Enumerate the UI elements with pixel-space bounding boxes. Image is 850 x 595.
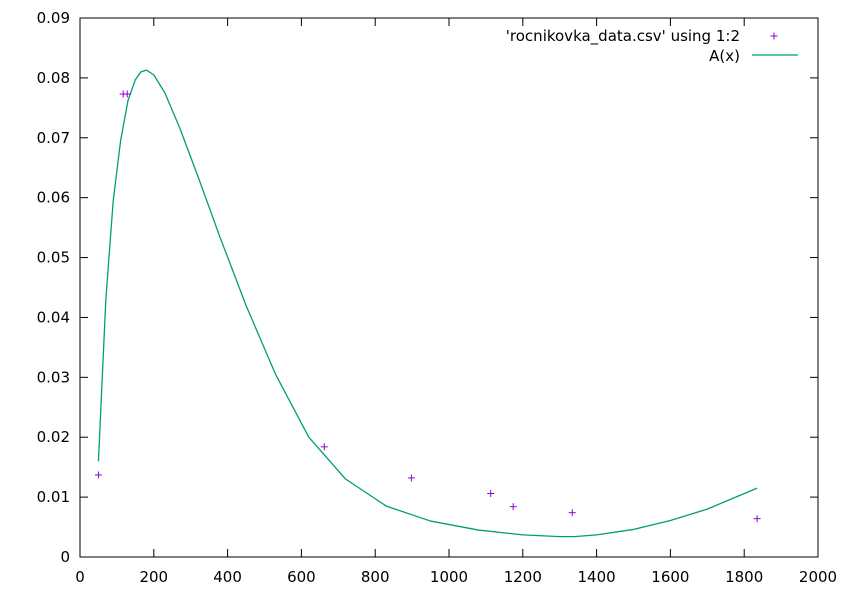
x-tick-label: 1600 bbox=[651, 568, 689, 586]
y-tick-label: 0.01 bbox=[37, 488, 70, 506]
series-layer bbox=[94, 69, 761, 538]
x-tick-label: 1400 bbox=[578, 568, 616, 586]
y-tick-label: 0 bbox=[60, 548, 70, 566]
y-tick-label: 0.07 bbox=[37, 129, 70, 147]
y-tick-label: 0.02 bbox=[37, 428, 70, 446]
x-tick-labels: 0 200 400 600 800 1000 1200 1400 1600 1800 2000 bbox=[75, 568, 837, 586]
legend-label-data: 'rocnikovka_data.csv' using 1:2 bbox=[506, 27, 740, 46]
data-point bbox=[487, 490, 495, 498]
x-tick-label: 400 bbox=[213, 568, 242, 586]
plot-frame bbox=[79, 17, 819, 558]
y-tick-label: 0.04 bbox=[37, 308, 70, 326]
legend: 'rocnikovka_data.csv' using 1:2 A(x) bbox=[506, 27, 798, 65]
x-tick-label: 0 bbox=[75, 568, 85, 586]
y-tick-label: 0.05 bbox=[37, 249, 70, 267]
x-tick-label: 800 bbox=[361, 568, 390, 586]
x-tick-label: 1200 bbox=[504, 568, 542, 586]
data-point bbox=[407, 474, 415, 482]
y-tick-label: 0.09 bbox=[37, 9, 70, 27]
data-point bbox=[568, 509, 576, 517]
y-tick-label: 0.03 bbox=[37, 368, 70, 386]
data-point bbox=[320, 443, 328, 451]
y-tick-labels: 0 0.01 0.02 0.03 0.04 0.05 0.06 0.07 0.08 0.09 bbox=[37, 9, 70, 566]
data-point bbox=[753, 515, 761, 523]
x-tick-label: 200 bbox=[139, 568, 168, 586]
x-tick-label: 1800 bbox=[725, 568, 763, 586]
y-tick-label: 0.08 bbox=[37, 69, 70, 87]
data-point bbox=[94, 471, 102, 479]
legend-label-fit: A(x) bbox=[709, 47, 740, 65]
data-point bbox=[509, 503, 517, 511]
x-tick-label: 600 bbox=[287, 568, 316, 586]
fit-curve-line bbox=[97, 69, 758, 538]
axis-ticks bbox=[79, 17, 819, 558]
data-point bbox=[123, 90, 131, 98]
legend-marker-data bbox=[770, 32, 778, 40]
y-tick-label: 0.06 bbox=[37, 189, 70, 207]
x-tick-label: 1000 bbox=[430, 568, 468, 586]
x-tick-label: 2000 bbox=[799, 568, 837, 586]
